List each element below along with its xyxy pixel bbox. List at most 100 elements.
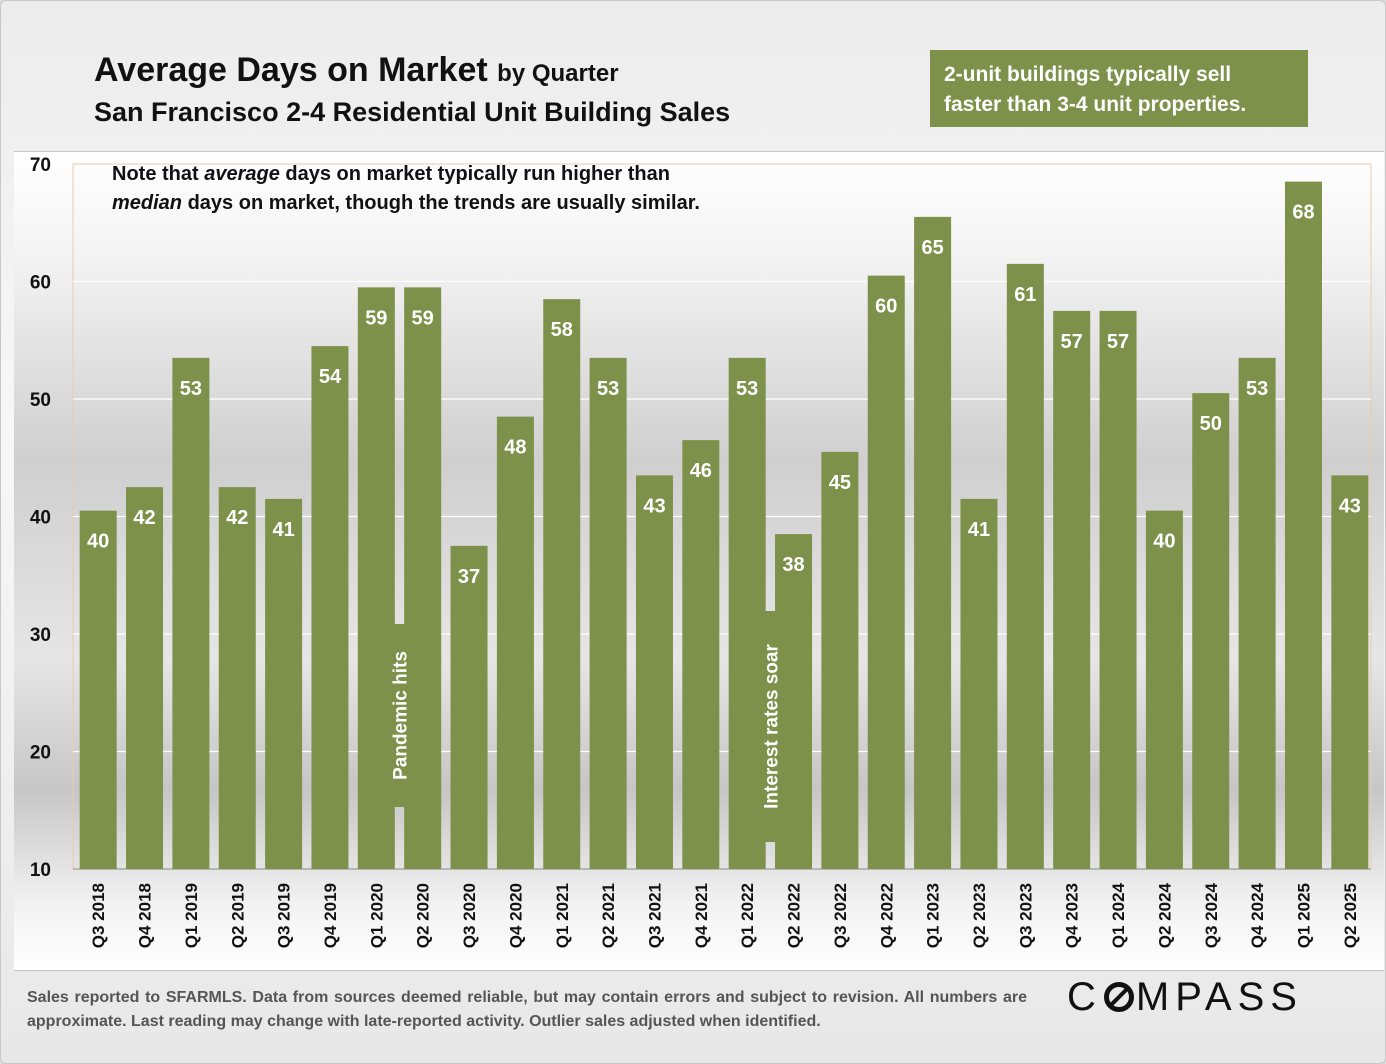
data-label: 53 <box>736 378 758 400</box>
bar <box>1284 181 1322 869</box>
x-tick-label: Q2 2023 <box>970 883 989 948</box>
data-label: 57 <box>1061 331 1083 353</box>
data-label: 40 <box>87 531 109 553</box>
bar <box>265 498 303 869</box>
data-label: 43 <box>643 495 665 517</box>
data-label: 42 <box>133 507 155 529</box>
chart-subtitle: San Francisco 2-4 Residential Unit Build… <box>94 97 731 127</box>
data-label: 65 <box>921 237 943 259</box>
x-tick-label: Q4 2021 <box>692 883 711 948</box>
x-tick-label: Q1 2022 <box>738 883 757 948</box>
data-label: 57 <box>1107 331 1129 353</box>
data-label: 59 <box>365 307 387 329</box>
x-tick-label: Q3 2020 <box>460 883 479 948</box>
bar <box>682 440 720 869</box>
annotation-label: Pandemic hits <box>391 651 412 780</box>
callout-box: 2-unit buildings typically sell faster t… <box>930 50 1308 127</box>
data-label: 42 <box>226 507 248 529</box>
x-tick-label: Q2 2019 <box>228 883 247 948</box>
x-tick-label: Q2 2025 <box>1341 883 1360 948</box>
bar <box>1192 393 1230 869</box>
bar <box>496 416 534 869</box>
bar <box>1145 510 1183 869</box>
title-suffix: by Quarter <box>497 60 619 87</box>
bar <box>914 216 952 869</box>
x-tick-label: Q1 2019 <box>182 883 201 948</box>
compass-logo: C MPASS <box>1067 975 1303 1020</box>
data-label: 53 <box>180 378 202 400</box>
bar <box>543 299 581 869</box>
x-tick-label: Q4 2023 <box>1063 883 1082 948</box>
bar <box>126 487 164 869</box>
data-label: 40 <box>1153 531 1175 553</box>
bar <box>1331 475 1369 869</box>
bar <box>1099 310 1137 869</box>
x-tick-label: Q1 2023 <box>924 883 943 948</box>
bar <box>821 451 859 869</box>
callout-line-1: 2-unit buildings typically sell <box>944 63 1232 86</box>
note-text-2: days on market typically run higher than <box>279 163 670 185</box>
x-tick-label: Q1 2025 <box>1294 883 1313 948</box>
x-tick-label: Q1 2020 <box>367 883 386 948</box>
chart-title: Average Days on Market by Quarter <box>94 51 619 90</box>
data-label: 61 <box>1014 284 1036 306</box>
data-label: 48 <box>504 437 526 459</box>
data-label: 41 <box>272 519 294 541</box>
annotation-label: Interest rates soar <box>761 644 782 809</box>
note-emphasis-average: average <box>204 163 280 185</box>
title-text: Average Days on Market <box>94 51 488 89</box>
x-tick-label: Q3 2023 <box>1016 883 1035 948</box>
data-label: 58 <box>551 319 573 341</box>
callout-line-2: faster than 3-4 unit properties. <box>944 93 1247 116</box>
data-label: 60 <box>875 296 897 318</box>
footer-disclaimer: Sales reported to SFARMLS. Data from sou… <box>27 989 1027 1030</box>
annotation-box <box>752 611 789 842</box>
x-tick-label: Q4 2020 <box>506 883 525 948</box>
data-label: 53 <box>597 378 619 400</box>
note-text-1: Note that <box>112 163 205 185</box>
x-tick-label: Q1 2024 <box>1109 882 1128 948</box>
bar <box>172 357 210 869</box>
bar <box>450 545 488 869</box>
y-tick-label: 50 <box>30 390 51 411</box>
x-tick-label: Q3 2022 <box>831 883 850 948</box>
y-tick-label: 10 <box>30 860 51 881</box>
data-label: 46 <box>690 460 712 482</box>
x-tick-label: Q3 2021 <box>645 883 664 948</box>
note-line-2: median days on market, though the trends… <box>112 189 700 218</box>
bar <box>867 275 905 869</box>
x-tick-label: Q2 2022 <box>785 883 804 948</box>
x-tick-label: Q4 2019 <box>321 883 340 948</box>
y-tick-label: 60 <box>30 273 51 294</box>
logo-o-icon <box>1103 982 1134 1012</box>
x-tick-label: Q4 2018 <box>136 883 155 948</box>
data-label: 53 <box>1246 378 1268 400</box>
y-tick-label: 20 <box>30 743 51 764</box>
bar <box>311 346 349 869</box>
data-label: 50 <box>1200 413 1222 435</box>
x-tick-label: Q2 2021 <box>599 883 618 948</box>
x-tick-label: Q3 2018 <box>89 883 108 948</box>
x-tick-label: Q3 2024 <box>1202 882 1221 948</box>
bar <box>960 498 998 869</box>
x-tick-label: Q2 2020 <box>414 883 433 948</box>
x-tick-label: Q1 2021 <box>553 883 572 948</box>
bar <box>1006 263 1044 869</box>
y-tick-label: 30 <box>30 625 51 646</box>
data-label: 38 <box>782 554 804 576</box>
y-tick-label: 40 <box>30 508 51 529</box>
x-tick-label: Q4 2024 <box>1248 882 1267 948</box>
bar <box>635 475 673 869</box>
x-tick-label: Q3 2019 <box>275 883 294 948</box>
data-label: 45 <box>829 472 851 494</box>
data-label: 43 <box>1339 495 1361 517</box>
y-tick-label: 70 <box>30 155 51 176</box>
data-label: 68 <box>1292 202 1314 224</box>
bar <box>1053 310 1091 869</box>
data-label: 54 <box>319 366 342 388</box>
x-tick-label: Q2 2024 <box>1155 882 1174 948</box>
bar <box>218 487 256 869</box>
bar <box>1238 357 1276 869</box>
